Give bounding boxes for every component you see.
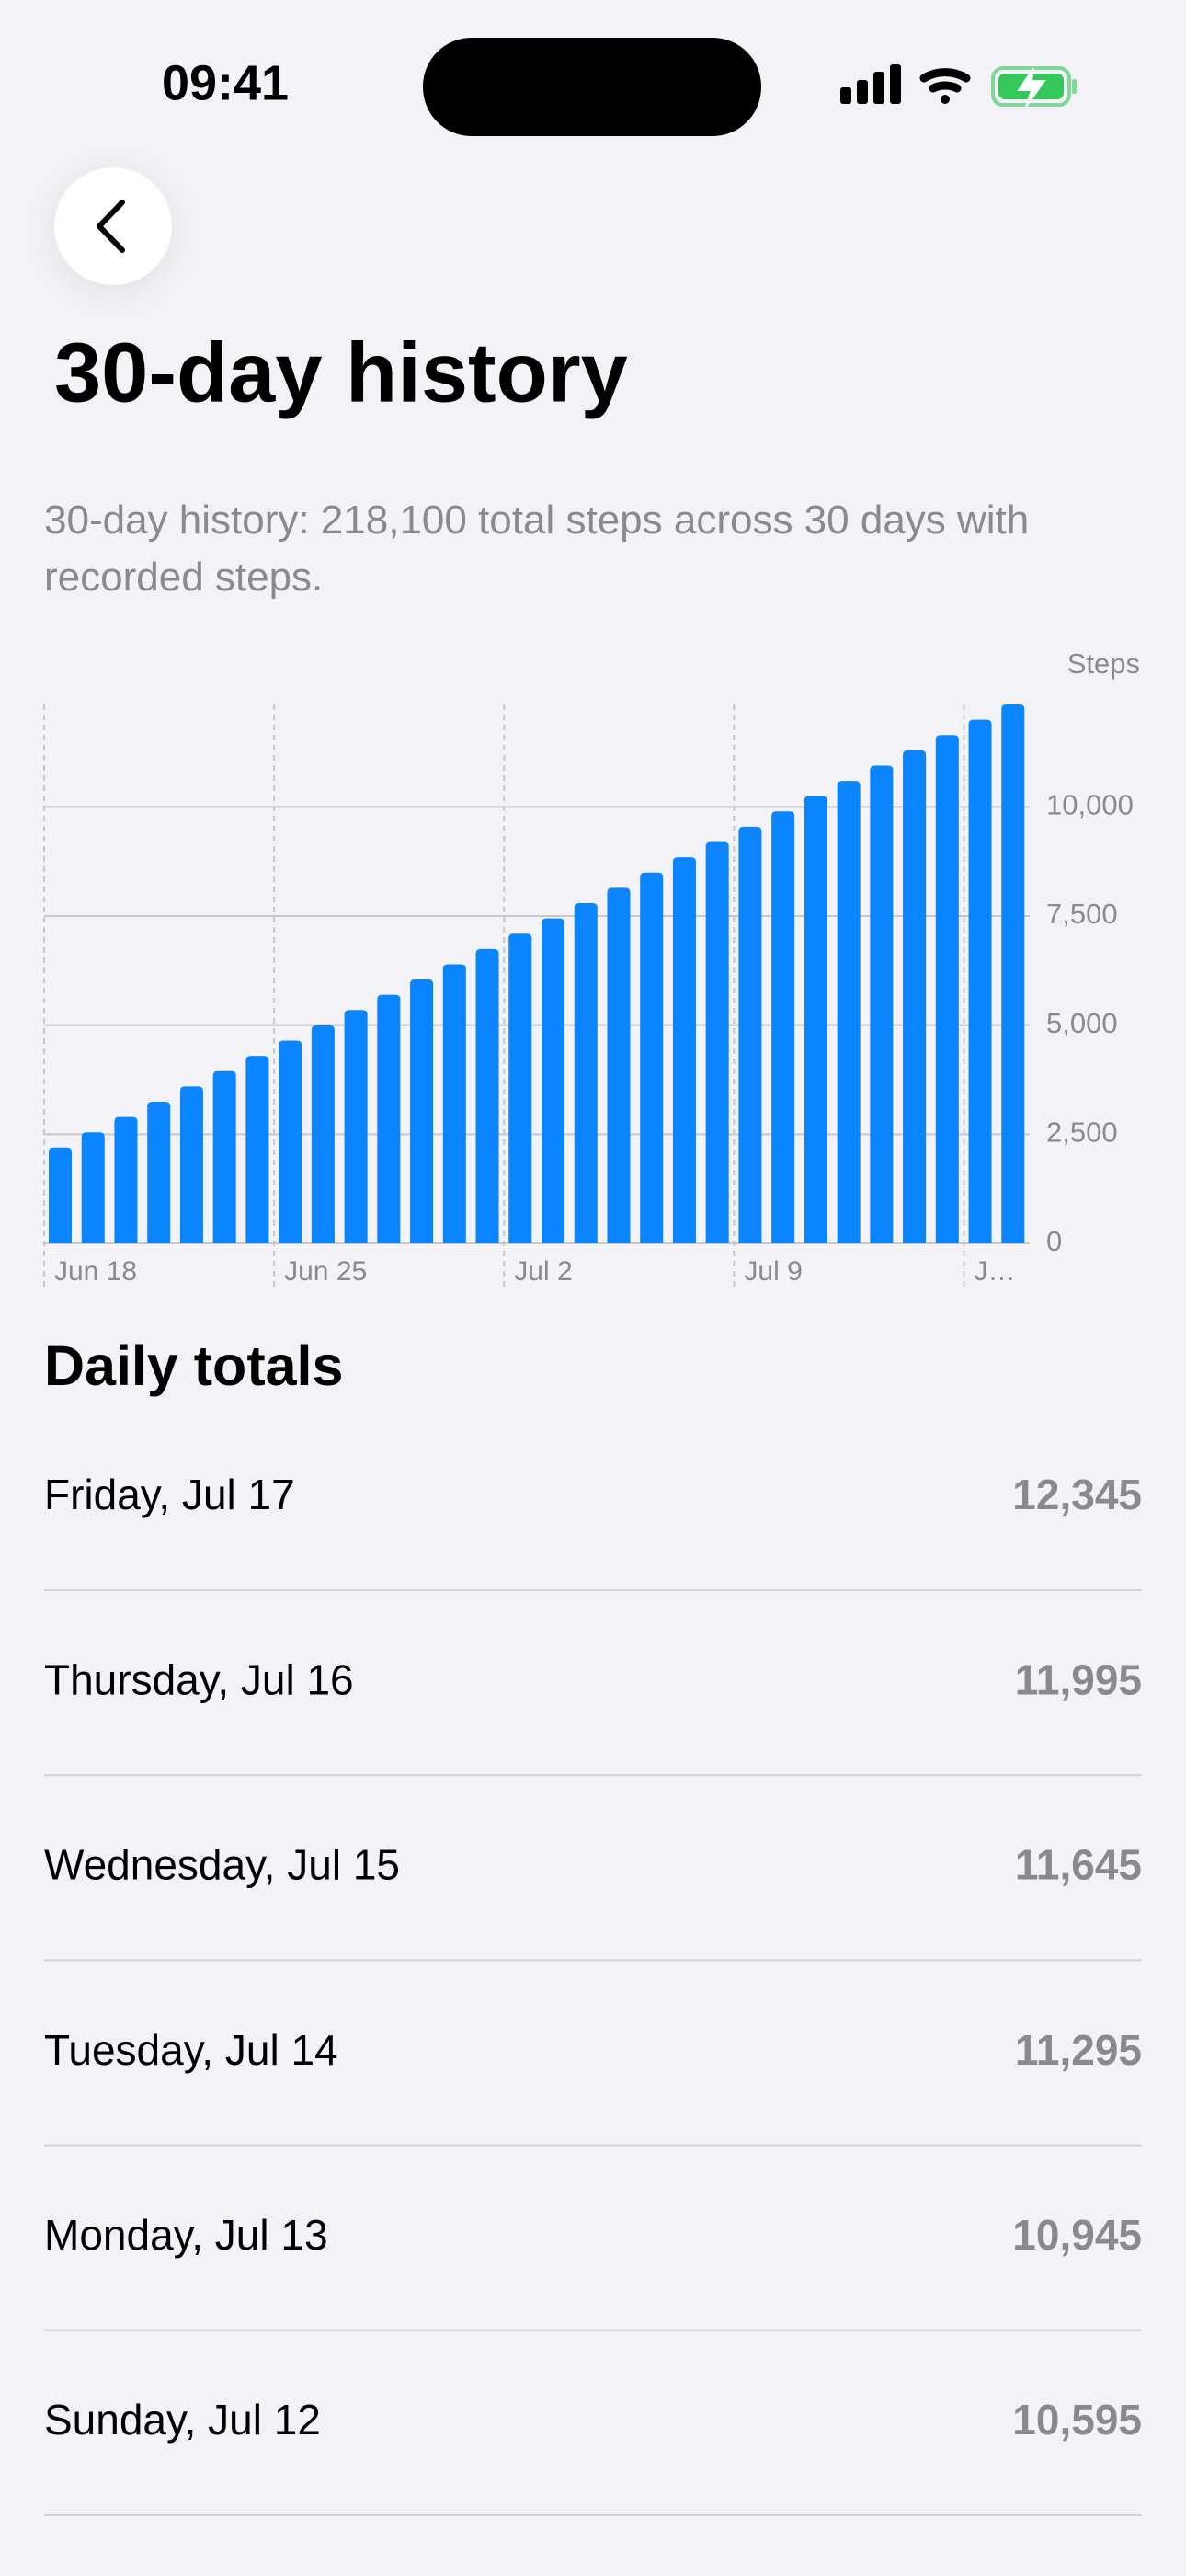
bar [542,918,565,1243]
bar [705,841,729,1243]
section-title: Daily totals [44,1334,343,1397]
bar [804,796,827,1243]
row-date: Monday, Jul 13 [44,2211,328,2259]
x-tick-label: Jun 18 [54,1256,137,1287]
daily-row[interactable]: Friday, Jul 17 12,345 [44,1471,1142,1591]
bar [935,735,959,1243]
y-tick-label: 7,500 [1046,898,1118,930]
row-steps: 11,645 [1015,1841,1142,1889]
bar [442,964,466,1243]
bar [738,826,762,1243]
x-tick-label: Jul 9 [744,1256,802,1287]
y-axis-label: Steps [1067,647,1140,680]
row-date: Friday, Jul 17 [44,1471,295,1518]
daily-row[interactable]: Tuesday, Jul 14 11,295 [44,2026,1142,2147]
bar [114,1116,138,1243]
bar [870,765,894,1243]
bar [672,857,696,1243]
bar [574,902,598,1243]
row-date: Wednesday, Jul 15 [44,1841,400,1889]
status-time: 09:41 [162,55,289,110]
bar [147,1101,171,1243]
description: 30-day history: 218,100 total steps acro… [44,498,1030,600]
back-button[interactable] [54,167,172,285]
bar [377,994,401,1243]
bar [179,1086,203,1243]
daily-row[interactable]: Sunday, Jul 12 10,595 [44,2396,1142,2516]
x-tick-label: J… [975,1256,1016,1287]
row-steps: 11,995 [1015,1655,1142,1703]
row-steps: 11,295 [1015,2026,1142,2074]
signal-icon [840,64,901,104]
y-tick-label: 5,000 [1046,1007,1118,1039]
bar [245,1056,269,1243]
bar [344,1010,368,1243]
bar [475,948,499,1243]
y-tick-label: 2,500 [1046,1116,1118,1149]
row-date: Thursday, Jul 16 [44,1655,354,1703]
daily-row[interactable]: Monday, Jul 13 10,945 [44,2211,1142,2331]
battery-icon [991,66,1077,108]
bar [410,979,434,1243]
description-box: 30-day history: 218,100 total steps acro… [44,498,1030,600]
bar [212,1070,236,1243]
page-title: 30-day history [54,326,628,419]
y-tick-label: 10,000 [1046,789,1134,821]
wifi-icon [919,68,971,104]
bar [771,811,795,1243]
bar [607,887,631,1243]
bar [508,933,532,1243]
x-tick-label: Jul 2 [514,1256,572,1287]
dynamic-island [423,38,761,136]
daily-row[interactable]: Thursday, Jul 16 11,995 [44,1655,1142,1777]
row-date: Tuesday, Jul 14 [44,2026,338,2074]
row-steps: 10,945 [1012,2211,1142,2259]
bar [49,1147,73,1243]
bar [903,750,927,1243]
bar [837,781,861,1243]
bar [640,872,664,1243]
bar [279,1040,302,1243]
row-steps: 10,595 [1012,2396,1142,2444]
row-steps: 12,345 [1012,1471,1142,1518]
bar [81,1132,105,1243]
daily-row[interactable]: Wednesday, Jul 15 11,645 [44,1841,1142,1962]
bar [311,1025,335,1243]
row-date: Sunday, Jul 12 [44,2396,321,2444]
daily-list: Friday, Jul 17 12,345 Thursday, Jul 16 11,9… [44,1471,1142,2516]
chart: 0 2,500 5,000 7,500 10,000 Jun 18 Jun 25 Jul 2 J… [43,704,1134,1288]
bar [968,719,992,1243]
bar [1001,704,1025,1243]
y-tick-label: 0 [1046,1225,1062,1257]
x-tick-label: Jun 25 [284,1256,367,1287]
